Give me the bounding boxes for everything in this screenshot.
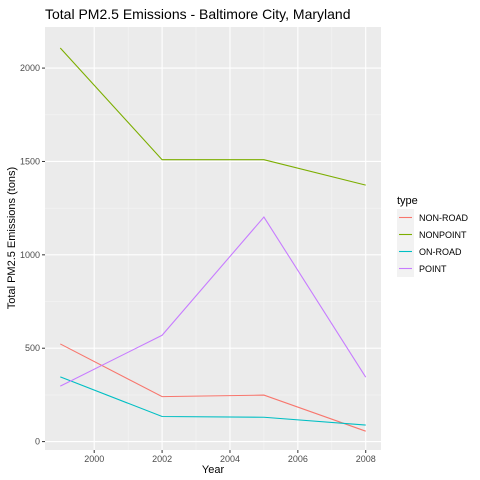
y-tick-label: 1500 xyxy=(20,156,40,166)
major-gridlines xyxy=(45,27,381,450)
legend: type NON-ROAD NONPOINT ON-ROAD POINT xyxy=(397,195,468,277)
x-tick-label: 2002 xyxy=(152,454,172,464)
plot-panel xyxy=(45,27,381,450)
x-tick-label: 2008 xyxy=(356,454,376,464)
series-lines xyxy=(59,47,367,432)
chart-title: Total PM2.5 Emissions - Baltimore City, … xyxy=(45,6,351,22)
y-tick-label: 500 xyxy=(25,343,40,353)
legend-label-on-road: ON-ROAD xyxy=(419,247,462,257)
legend-title: type xyxy=(397,195,418,207)
y-tick-label: 0 xyxy=(35,437,40,447)
x-tick-label: 2004 xyxy=(220,454,240,464)
series-line-non-road xyxy=(60,343,366,432)
series-line-nonpoint xyxy=(59,47,366,186)
minor-gridlines xyxy=(45,27,381,450)
y-tick-label: 2000 xyxy=(20,63,40,73)
legend-label-nonpoint: NONPOINT xyxy=(419,230,467,240)
legend-label-non-road: NON-ROAD xyxy=(419,213,468,223)
x-tick-label: 2000 xyxy=(84,454,104,464)
y-axis-title: Total PM2.5 Emissions (tons) xyxy=(6,167,18,309)
series-line-point xyxy=(60,216,367,387)
series-line-on-road xyxy=(60,376,366,426)
x-axis-title: Year xyxy=(202,464,225,476)
y-axis: 0 500 1000 1500 2000 xyxy=(20,63,45,447)
y-tick-label: 1000 xyxy=(20,250,40,260)
legend-label-point: POINT xyxy=(419,264,447,274)
x-tick-label: 2006 xyxy=(288,454,308,464)
x-axis: 2000 2002 2004 2006 2008 xyxy=(84,450,376,464)
